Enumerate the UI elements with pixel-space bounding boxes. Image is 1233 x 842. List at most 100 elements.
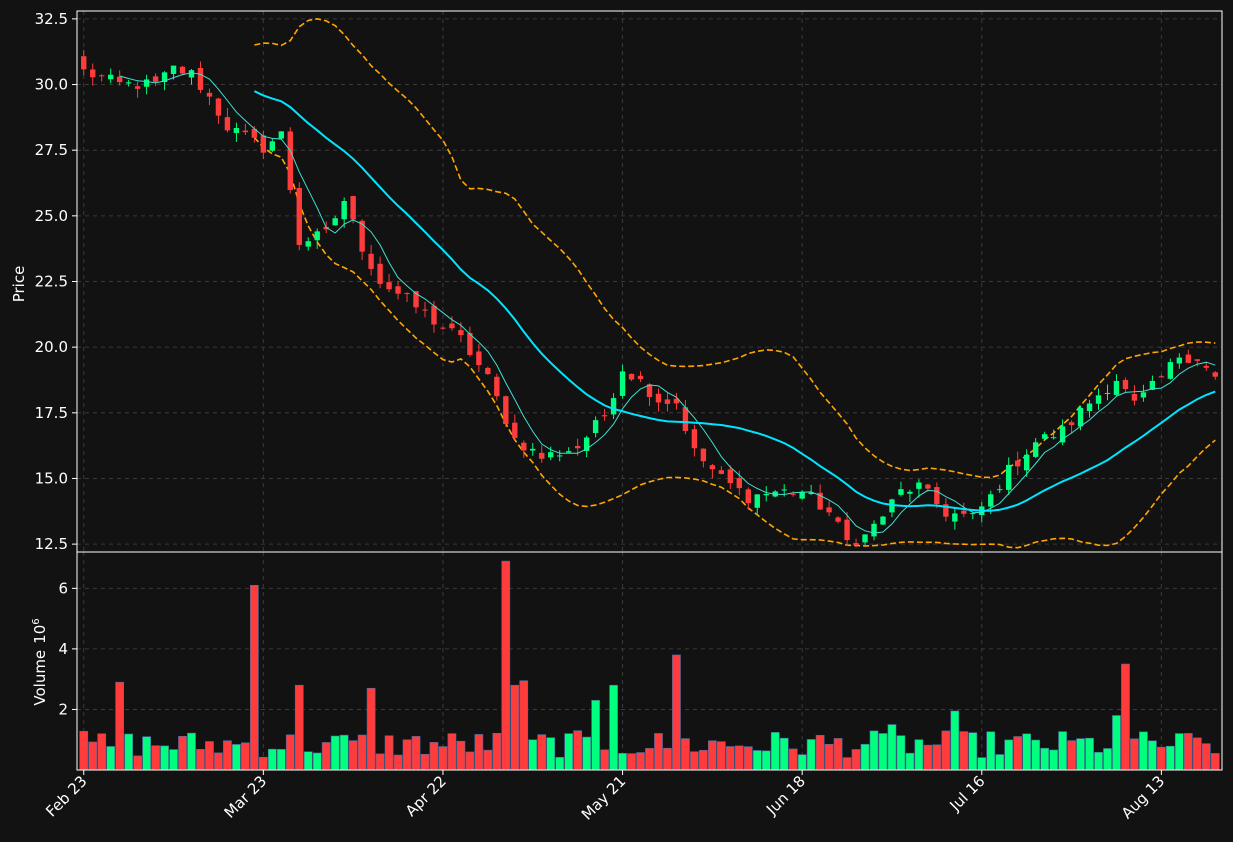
candle-body	[970, 513, 976, 515]
volume-bar	[797, 754, 807, 771]
bollinger-upper-line	[254, 17, 1216, 479]
volume-bar	[348, 740, 358, 771]
candle-body	[1077, 407, 1084, 427]
candle-body	[116, 76, 123, 83]
candle-body	[494, 376, 500, 397]
candle-body	[530, 448, 536, 451]
volume-bar	[196, 749, 205, 771]
volume-tick-label: 4	[58, 640, 68, 658]
candle-body	[1176, 357, 1183, 364]
candle-body	[709, 465, 716, 470]
volume-bar	[375, 753, 385, 771]
candle-body	[871, 523, 877, 537]
candle-body	[81, 56, 87, 70]
candle-body	[179, 66, 186, 74]
candle-body	[251, 128, 258, 138]
volume-bar	[734, 745, 744, 771]
volume-bar	[429, 742, 439, 771]
volume-bar	[1085, 737, 1094, 771]
candle-body	[817, 492, 823, 510]
volume-bar	[986, 731, 996, 771]
volume-bar	[384, 735, 394, 771]
candle-body	[862, 534, 868, 543]
candle-body	[835, 517, 841, 522]
volume-bar	[169, 749, 178, 771]
volume-panel-frame	[76, 551, 1223, 771]
candle-body	[1059, 426, 1066, 443]
volume-bar	[259, 756, 268, 771]
volume-bar	[770, 732, 780, 771]
candle-body	[898, 489, 904, 495]
candle-body	[907, 491, 913, 494]
volume-bar	[824, 743, 834, 771]
price-grid	[77, 11, 1222, 552]
candle-body	[790, 493, 796, 495]
candle-body	[943, 504, 949, 517]
volume-bar	[528, 739, 538, 771]
volume-bar	[1121, 663, 1130, 771]
candle-body	[808, 492, 814, 495]
price-tick-label: 20.0	[35, 338, 68, 356]
volume-bar	[860, 744, 870, 771]
volume-bar	[1210, 753, 1220, 771]
candle-body	[583, 437, 590, 452]
candle-body	[1167, 362, 1174, 379]
candle-body	[404, 293, 410, 295]
candle-body	[574, 445, 581, 449]
candle-body	[934, 487, 940, 504]
candle-body	[1032, 442, 1039, 457]
candle-body	[1149, 380, 1156, 390]
candle-body	[287, 131, 293, 191]
volume-axis-exponent-power: 6	[31, 618, 42, 624]
volume-bar	[582, 736, 591, 771]
candle-body	[296, 187, 302, 246]
volume-bar	[959, 731, 969, 771]
volume-bar	[456, 740, 466, 771]
candle-body	[1194, 359, 1200, 361]
candle-body	[682, 407, 689, 431]
candle-body	[664, 399, 671, 404]
price-tick-label: 27.5	[35, 141, 68, 159]
volume-bar	[1103, 748, 1112, 771]
candle-body	[485, 367, 491, 375]
price-tick-label: 30.0	[35, 76, 68, 94]
volume-bar	[1049, 749, 1058, 771]
volume-bar	[357, 734, 367, 771]
volume-bar	[1201, 743, 1211, 771]
volume-bar	[285, 734, 295, 771]
candle-body	[781, 489, 787, 491]
volume-bar	[1004, 739, 1014, 771]
price-axis-title: Price	[10, 266, 28, 303]
candle-body	[1086, 403, 1093, 412]
volume-bar	[465, 751, 475, 771]
volume-bar	[914, 739, 924, 771]
volume-tick-label: 6	[58, 579, 68, 597]
candle-body	[1023, 454, 1030, 471]
candle-body	[853, 543, 859, 546]
volume-bar	[995, 754, 1005, 771]
candle-body	[413, 291, 419, 308]
volume-bar	[79, 730, 89, 771]
volume-bar	[600, 749, 609, 771]
candle-body	[646, 384, 653, 397]
candle-body	[449, 323, 455, 329]
candle-body	[754, 494, 760, 508]
candle-body	[314, 231, 320, 241]
candle-body	[718, 470, 725, 474]
volume-bar	[411, 736, 421, 771]
candle-body	[691, 429, 698, 449]
candle-body	[1113, 381, 1120, 395]
volume-bar	[627, 753, 636, 771]
volume-bar	[690, 751, 699, 771]
candle-body	[548, 452, 554, 458]
volume-bar	[1157, 746, 1166, 771]
candle-body	[215, 98, 222, 116]
volume-bar	[501, 560, 511, 771]
volume-bar	[708, 740, 717, 771]
volume-bar	[699, 749, 708, 771]
volume-bar	[402, 739, 412, 771]
candle-body	[844, 519, 850, 541]
volume-bar	[1112, 715, 1121, 771]
candle-body	[592, 420, 599, 434]
volume-bar	[223, 740, 232, 771]
